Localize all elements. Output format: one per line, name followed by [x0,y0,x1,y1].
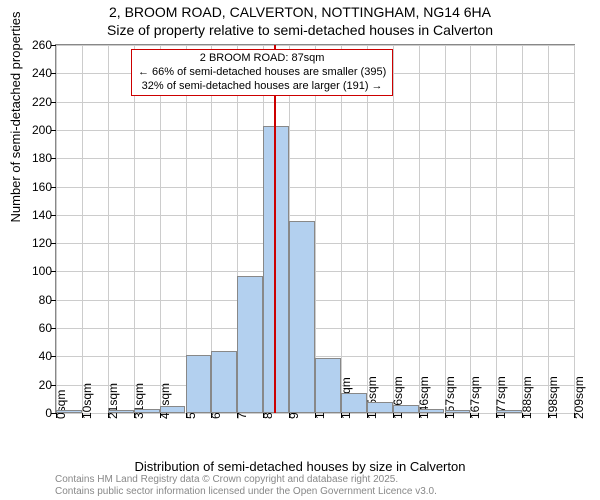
plot-area: 0204060801001201401601802002202402600sqm… [55,44,575,414]
histogram-bar [263,126,289,413]
attribution-footer: Contains HM Land Registry data © Crown c… [55,474,437,498]
x-tick-label: 198sqm [546,376,560,419]
x-tick-label: 167sqm [468,376,482,419]
property-marker-line [274,45,276,413]
gridline-vertical [522,45,523,413]
gridline-vertical [393,45,394,413]
x-tick-label: 21sqm [106,383,120,419]
gridline-vertical [496,45,497,413]
annotation-line: ← 66% of semi-detached houses are smalle… [138,66,386,80]
histogram-bar [108,410,134,413]
gridline-vertical [82,45,83,413]
annotation-line: 2 BROOM ROAD: 87sqm [138,52,386,66]
gridline-vertical [445,45,446,413]
gridline-vertical [108,45,109,413]
gridline-vertical [134,45,135,413]
x-tick-label: 0sqm [54,390,68,419]
gridline-vertical [419,45,420,413]
x-tick-label: 188sqm [520,376,534,419]
footer-line-1: Contains HM Land Registry data © Crown c… [55,474,437,486]
gridline-vertical [367,45,368,413]
title-block: 2, BROOM ROAD, CALVERTON, NOTTINGHAM, NG… [0,0,600,39]
x-tick-label: 10sqm [80,383,94,419]
gridline-vertical [574,45,575,413]
histogram-bar [315,358,341,413]
histogram-bar [289,221,315,413]
histogram-bar [419,409,445,413]
title-address: 2, BROOM ROAD, CALVERTON, NOTTINGHAM, NG… [0,4,600,22]
histogram-bar [393,405,419,413]
gridline-vertical [548,45,549,413]
chart-container: 2, BROOM ROAD, CALVERTON, NOTTINGHAM, NG… [0,0,600,500]
gridline-vertical [470,45,471,413]
x-tick-label: 31sqm [132,383,146,419]
histogram-bar [186,355,212,413]
histogram-bar [341,393,367,413]
histogram-bar [496,410,522,413]
histogram-bar [445,410,471,413]
gridline-vertical [160,45,161,413]
histogram-bar [367,402,393,413]
histogram-bar [134,409,160,413]
histogram-bar [237,276,263,413]
x-tick-label: 209sqm [572,376,586,419]
annotation-line: 32% of semi-detached houses are larger (… [138,80,386,94]
y-axis-label: Number of semi-detached properties [8,12,23,223]
histogram-bar [211,351,237,413]
gridline-vertical [56,45,57,413]
annotation-box: 2 BROOM ROAD: 87sqm← 66% of semi-detache… [131,49,393,96]
histogram-bar [56,410,82,413]
x-tick-label: 42sqm [158,383,172,419]
x-axis-label: Distribution of semi-detached houses by … [0,459,600,474]
footer-line-2: Contains public sector information licen… [55,486,437,498]
histogram-bar [160,406,186,413]
title-subtitle: Size of property relative to semi-detach… [0,22,600,40]
gridline-vertical [341,45,342,413]
